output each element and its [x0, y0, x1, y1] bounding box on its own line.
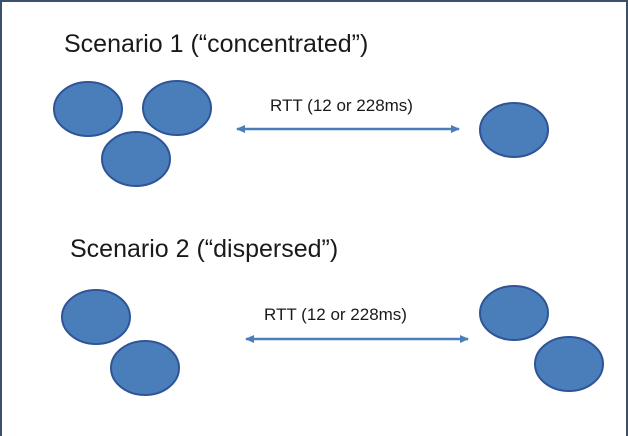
scenario-1-title: Scenario 1 (“concentrated”) [64, 30, 369, 58]
scenario-2-rtt-label: RTT (12 or 228ms) [264, 305, 407, 324]
scenario-2-left-node-2 [110, 340, 180, 396]
scenario-2-right-node-1 [479, 285, 549, 341]
scenario-1-client-node-1 [53, 81, 123, 137]
scenario-1-server-node [479, 102, 549, 158]
scenario-1-client-node-2 [142, 80, 212, 136]
scenario-2-title: Scenario 2 (“dispersed”) [70, 235, 339, 263]
scenario-1-rtt-label: RTT (12 or 228ms) [270, 96, 413, 115]
scenario-2-left-node-1 [61, 289, 131, 345]
scenario-1-client-node-3 [101, 131, 171, 187]
scenario-2-right-node-2 [534, 336, 604, 392]
